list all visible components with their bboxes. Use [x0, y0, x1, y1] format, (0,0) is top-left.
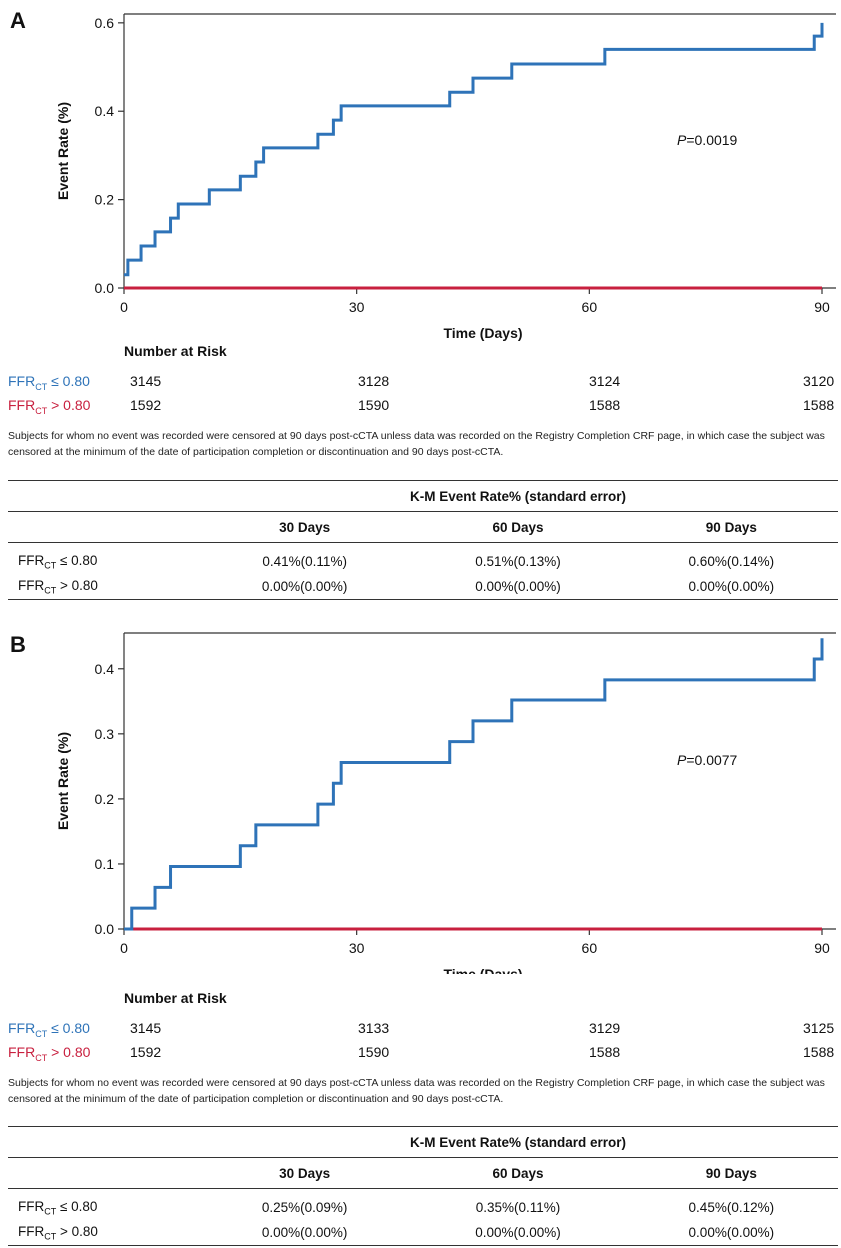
- table-row: FFRCT ≤ 0.80 0.41%(0.11%) 0.51%(0.13%) 0…: [8, 549, 838, 574]
- p-value-symbol: P: [677, 752, 687, 768]
- risk-value: 1590: [358, 397, 390, 413]
- risk-row-ffr-gt: FFRCT > 0.80 1592 1590 1588 1588: [0, 397, 841, 417]
- series-line-ffr-le: [124, 22, 824, 277]
- p-value-text: =0.0019: [686, 132, 737, 148]
- table-cell: 0.00%(0.00%): [624, 574, 838, 600]
- km-event-rate-table: K-M Event Rate% (standard error) 30 Days…: [8, 480, 838, 600]
- table-cell: 0.45%(0.12%): [688, 1200, 775, 1215]
- y-tick-label: 0.0: [95, 921, 115, 937]
- risk-value: 3145: [130, 1020, 162, 1036]
- risk-row-ffr-le: FFRCT ≤ 0.80 3145 3133 3129 3125: [0, 1020, 841, 1040]
- y-tick-label: 0.4: [95, 661, 115, 677]
- risk-value: 1588: [803, 1044, 835, 1060]
- risk-value: 3124: [589, 373, 621, 389]
- column-header-60-days: 60 Days: [411, 511, 625, 543]
- p-value-annotation: P=0.0077: [677, 752, 738, 768]
- y-tick-label: 0.6: [95, 15, 115, 31]
- risk-row-ffr-le: FFRCT ≤ 0.80 3145 3128 3124 3120: [0, 373, 841, 393]
- risk-value: 3128: [358, 373, 390, 389]
- km-table-title: K-M Event Rate% (standard error): [198, 1126, 838, 1158]
- p-value-symbol: P: [677, 132, 687, 148]
- x-axis-label: Time (Days): [443, 966, 522, 974]
- x-tick-label: 30: [349, 940, 365, 956]
- x-tick-label: 30: [349, 299, 365, 315]
- risk-table-title: Number at Risk: [124, 343, 227, 359]
- panel-a: A 0.0 0.2 0.4 0.6 0 30 60 90 Time (Days) Event Ra…: [0, 0, 841, 620]
- risk-table-title: Number at Risk: [124, 990, 227, 1006]
- table-cell: 0.41%(0.11%): [262, 554, 347, 569]
- x-tick-label: 0: [120, 940, 128, 956]
- table-row: FFRCT > 0.80 0.00%(0.00%) 0.00%(0.00%) 0…: [8, 1220, 838, 1246]
- km-chart-b: 0.0 0.1 0.2 0.3 0.4 0 30 60 90 Time (Days) Event R…: [55, 632, 836, 974]
- y-tick-label: 0.2: [95, 192, 115, 208]
- risk-label-ffr-gt: FFRCT > 0.80: [8, 1044, 91, 1063]
- y-tick-label: 0.3: [95, 726, 115, 742]
- row-label: FFRCT > 0.80: [8, 1220, 198, 1246]
- panel-letter: B: [10, 632, 26, 657]
- x-tick-label: 60: [582, 940, 598, 956]
- km-event-rate-table: K-M Event Rate% (standard error) 30 Days…: [8, 1126, 838, 1246]
- table-cell: 0.00%(0.00%): [411, 574, 625, 600]
- x-axis-label: Time (Days): [443, 325, 522, 341]
- x-tick-label: 90: [814, 299, 830, 315]
- y-tick-label: 0.4: [95, 103, 115, 119]
- km-table-title: K-M Event Rate% (standard error): [198, 480, 838, 512]
- table-cell: 0.00%(0.00%): [411, 1220, 625, 1246]
- risk-value: 1588: [589, 1044, 621, 1060]
- column-header-90-days: 90 Days: [624, 511, 838, 543]
- row-label: FFRCT > 0.80: [8, 574, 198, 600]
- risk-value: 1588: [803, 397, 835, 413]
- p-value-annotation: P=0.0019: [677, 132, 738, 148]
- y-axis-label: Event Rate (%): [55, 102, 71, 200]
- risk-value: 1592: [130, 397, 162, 413]
- risk-value: 3125: [803, 1020, 835, 1036]
- panel-letter: A: [10, 8, 26, 33]
- risk-value: 3120: [803, 373, 835, 389]
- y-axis-label: Event Rate (%): [55, 732, 71, 830]
- p-value-text: =0.0077: [686, 752, 737, 768]
- risk-label-ffr-le: FFRCT ≤ 0.80: [8, 373, 90, 392]
- table-cell: 0.25%(0.09%): [261, 1200, 348, 1215]
- y-tick-label: 0.2: [95, 791, 115, 807]
- table-cell: 0.00%(0.00%): [198, 1220, 412, 1246]
- column-header-90-days: 90 Days: [624, 1157, 838, 1189]
- x-tick-label: 60: [582, 299, 598, 315]
- risk-value: 3133: [358, 1020, 390, 1036]
- table-row: FFRCT > 0.80 0.00%(0.00%) 0.00%(0.00%) 0…: [8, 574, 838, 600]
- risk-value: 3129: [589, 1020, 621, 1036]
- row-label: FFRCT ≤ 0.80: [18, 1198, 98, 1217]
- km-chart-a: 0.0 0.2 0.4 0.6 0 30 60 90 Time (Days) Event Rate…: [55, 13, 836, 341]
- column-header-60-days: 60 Days: [411, 1157, 625, 1189]
- risk-value: 3145: [130, 373, 162, 389]
- x-tick-label: 0: [120, 299, 128, 315]
- y-tick-label: 0.1: [95, 856, 115, 872]
- series-line-ffr-le: [124, 638, 824, 931]
- risk-value: 1588: [589, 397, 621, 413]
- panel-b: B 0.0 0.1 0.2 0.3 0.4 0 30 60 90 Time (Days) Event…: [0, 624, 841, 1248]
- risk-row-ffr-gt: FFRCT > 0.80 1592 1590 1588 1588: [0, 1044, 841, 1064]
- row-label: FFRCT ≤ 0.80: [18, 552, 98, 571]
- y-tick-label: 0.0: [95, 280, 115, 296]
- column-header-30-days: 30 Days: [198, 511, 412, 543]
- risk-value: 1592: [130, 1044, 162, 1060]
- censoring-footnote: Subjects for whom no event was recorded …: [8, 1077, 825, 1105]
- table-cell: 0.60%(0.14%): [688, 554, 775, 569]
- risk-label-ffr-le: FFRCT ≤ 0.80: [8, 1020, 90, 1039]
- risk-label-ffr-gt: FFRCT > 0.80: [8, 397, 91, 416]
- column-header-30-days: 30 Days: [198, 1157, 412, 1189]
- table-cell: 0.00%(0.00%): [198, 574, 412, 600]
- censoring-footnote: Subjects for whom no event was recorded …: [8, 430, 825, 458]
- table-row: FFRCT ≤ 0.80 0.25%(0.09%) 0.35%(0.11%) 0…: [8, 1195, 838, 1220]
- table-cell: 0.35%(0.11%): [475, 1200, 561, 1215]
- table-cell: 0.51%(0.13%): [475, 554, 561, 569]
- x-tick-label: 90: [814, 940, 830, 956]
- risk-value: 1590: [358, 1044, 390, 1060]
- table-cell: 0.00%(0.00%): [624, 1220, 838, 1246]
